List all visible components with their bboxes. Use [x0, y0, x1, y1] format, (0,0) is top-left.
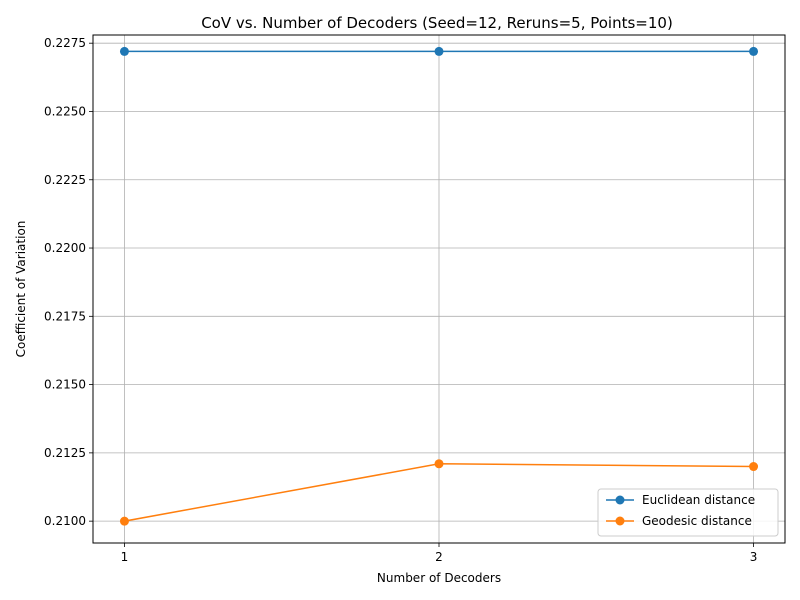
y-tick-label: 0.2225 [44, 173, 86, 187]
legend-box [597, 488, 779, 537]
legend-swatch-marker [615, 495, 625, 505]
y-tick-label: 0.2275 [44, 36, 86, 50]
y-tick-label: 0.2100 [44, 514, 86, 528]
series-euclidean-distance [119, 46, 759, 56]
legend-label: Euclidean distance [642, 493, 755, 507]
x-tick-label: 3 [750, 550, 758, 564]
legend: Euclidean distance Geodesic distance [597, 488, 779, 537]
series-layer [119, 46, 759, 526]
y-tick-label: 0.2250 [44, 104, 86, 118]
y-tick-label: 0.2125 [44, 446, 86, 460]
data-point-geodesic-distance [119, 516, 129, 526]
x-axis-ticks: 1 2 3 [121, 543, 758, 564]
data-point-euclidean-distance [119, 46, 129, 56]
data-point-euclidean-distance [434, 46, 444, 56]
legend-swatch-marker [615, 516, 625, 526]
chart-title: CoV vs. Number of Decoders (Seed=12, Rer… [201, 14, 673, 32]
x-tick-label: 1 [121, 550, 129, 564]
y-tick-label: 0.2200 [44, 241, 86, 255]
y-axis-label: Coefficient of Variation [14, 221, 28, 358]
legend-item: Geodesic distance [606, 514, 752, 528]
x-axis-label: Number of Decoders [377, 571, 501, 585]
grid-lines [93, 35, 785, 543]
legend-label: Geodesic distance [642, 514, 752, 528]
x-tick-label: 2 [435, 550, 443, 564]
series-geodesic-distance [119, 459, 759, 526]
y-tick-label: 0.2150 [44, 378, 86, 392]
y-axis-ticks: 0.2100 0.2125 0.2150 0.2175 0.2200 0.2225 0.22… [44, 36, 93, 528]
data-point-euclidean-distance [749, 46, 759, 56]
legend-item: Euclidean distance [606, 493, 755, 507]
data-point-geodesic-distance [434, 459, 444, 469]
data-point-geodesic-distance [749, 462, 759, 472]
y-tick-label: 0.2175 [44, 309, 86, 323]
